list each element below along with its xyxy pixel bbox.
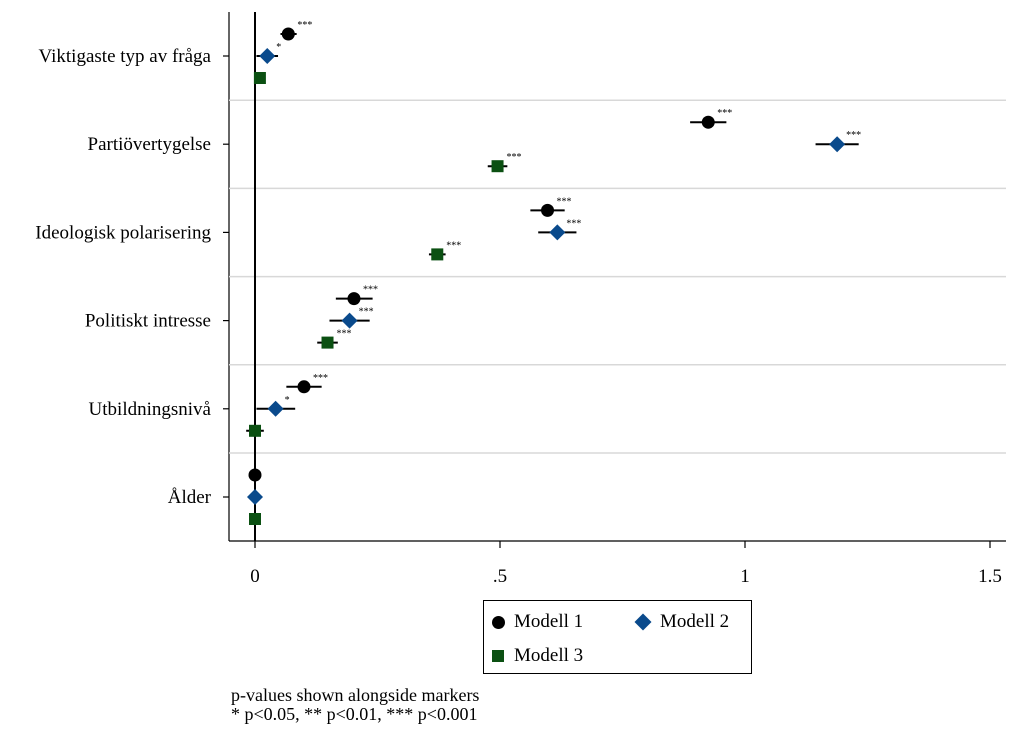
point-marker	[249, 513, 261, 525]
significance-label: ***	[363, 285, 378, 296]
y-tick-label: Partiövertygelse	[88, 134, 211, 155]
circle-marker-icon	[492, 615, 505, 629]
significance-label: ***	[313, 373, 328, 384]
significance-label: ***	[359, 307, 374, 318]
significance-label: *	[285, 395, 290, 406]
significance-label: ***	[507, 152, 522, 163]
point-marker	[431, 248, 444, 261]
significance-label: ***	[297, 20, 312, 31]
y-tick-label: Utbildningsnivå	[89, 399, 212, 420]
y-tick-label: Ideologisk polarisering	[35, 222, 211, 243]
y-tick-label: Politiskt intresse	[85, 311, 211, 332]
legend-item-modell-3: Modell 3	[490, 645, 583, 667]
point-marker	[829, 136, 846, 153]
y-tick-label: Viktigaste typ av fråga	[39, 46, 212, 67]
point-marker	[267, 400, 284, 417]
point-marker	[541, 203, 555, 217]
significance-label: *	[276, 42, 281, 53]
y-tick-label: Ålder	[168, 487, 212, 508]
legend-label: Modell 2	[660, 611, 730, 632]
point-marker	[259, 48, 276, 64]
significance-label: ***	[717, 108, 732, 119]
significance-label: ***	[557, 196, 572, 207]
x-tick-label: .5	[493, 566, 507, 587]
point-marker	[248, 468, 262, 482]
legend-item-modell-2: Modell 2	[634, 611, 729, 633]
x-tick-label: 1.5	[978, 566, 1002, 587]
footnote-line: * p<0.05, ** p<0.01, *** p<0.001	[231, 704, 478, 724]
x-tick-label: 0	[250, 566, 260, 587]
footnote-line: p-values shown alongside markers	[231, 685, 480, 705]
legend-label: Modell 1	[514, 611, 584, 632]
significance-label: ***	[846, 130, 861, 141]
point-marker	[347, 292, 361, 306]
square-marker-icon	[492, 650, 504, 662]
point-marker	[281, 27, 295, 41]
significance-label: ***	[337, 329, 352, 340]
point-marker	[297, 380, 311, 394]
significance-label: ***	[566, 218, 581, 229]
legend-label: Modell 3	[514, 645, 584, 666]
point-marker	[341, 312, 358, 329]
point-marker	[253, 72, 266, 84]
point-marker	[549, 224, 566, 241]
x-tick-label: 1	[740, 566, 750, 587]
legend: Modell 1 Modell 2 Modell 3	[483, 600, 752, 674]
point-marker	[249, 424, 261, 437]
point-marker	[701, 115, 715, 129]
significance-label: ***	[446, 240, 461, 251]
point-marker	[321, 336, 334, 349]
diamond-marker-icon	[634, 613, 652, 631]
legend-item-modell-1: Modell 1	[490, 611, 583, 633]
point-marker	[247, 489, 263, 505]
footnote: p-values shown alongside markers * p<0.0…	[231, 686, 479, 724]
point-marker	[491, 160, 504, 173]
